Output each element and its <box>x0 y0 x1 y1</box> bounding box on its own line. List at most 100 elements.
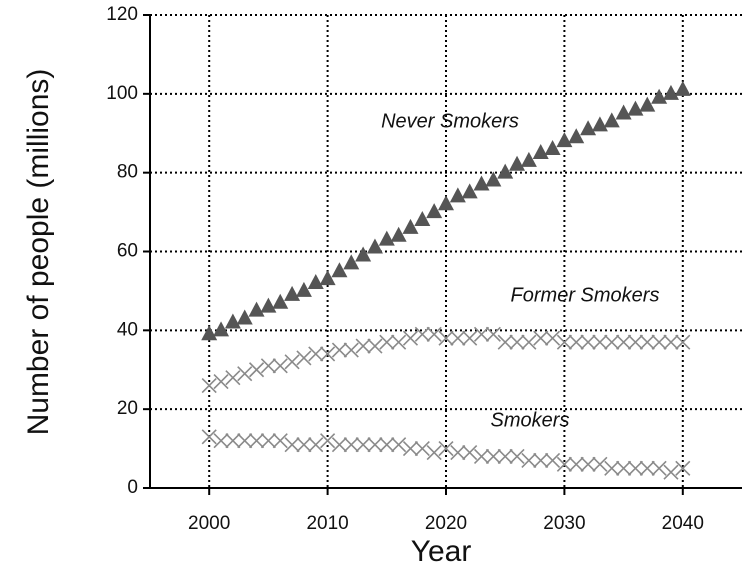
marker <box>675 460 691 476</box>
marker <box>414 326 430 342</box>
marker <box>201 377 217 394</box>
marker <box>320 346 336 362</box>
marker <box>213 374 229 390</box>
marker <box>331 342 348 358</box>
marker <box>473 175 490 191</box>
marker <box>438 330 454 346</box>
marker <box>604 334 620 350</box>
marker <box>533 452 549 468</box>
marker <box>355 338 371 354</box>
marker <box>213 321 230 337</box>
marker <box>521 452 537 468</box>
marker <box>284 354 300 370</box>
marker <box>675 334 691 350</box>
marker <box>378 230 395 246</box>
marker <box>651 88 668 104</box>
marker <box>379 437 395 453</box>
marker <box>461 183 478 199</box>
marker <box>556 334 572 350</box>
marker <box>284 285 301 301</box>
marker <box>568 334 584 350</box>
marker <box>591 116 608 132</box>
marker <box>651 334 667 350</box>
marker <box>450 444 466 461</box>
marker <box>497 334 513 350</box>
marker <box>544 330 561 346</box>
marker <box>213 433 229 449</box>
marker <box>414 441 430 457</box>
marker <box>485 171 502 187</box>
y-tick-label: 60 <box>117 241 138 262</box>
marker <box>449 187 466 203</box>
marker <box>343 254 360 270</box>
series-label: Former Smokers <box>511 284 660 306</box>
marker <box>237 366 253 382</box>
y-tick-label: 20 <box>117 398 138 419</box>
marker <box>604 460 620 476</box>
marker <box>592 456 608 472</box>
marker <box>391 334 407 350</box>
x-tick-label: 2000 <box>188 513 230 534</box>
marker <box>260 297 277 313</box>
marker <box>355 437 371 453</box>
marker <box>450 330 466 346</box>
y-tick-label: 0 <box>127 477 138 498</box>
x-axis-title: Year <box>411 535 472 568</box>
marker <box>426 203 443 219</box>
x-tick-label: 2040 <box>662 513 704 534</box>
marker <box>248 301 265 317</box>
marker <box>663 334 679 350</box>
marker <box>296 437 312 453</box>
marker <box>331 262 348 278</box>
marker <box>580 456 596 472</box>
marker <box>379 334 395 350</box>
marker <box>616 334 632 350</box>
marker <box>544 140 561 156</box>
x-tick-label: 2020 <box>425 513 467 534</box>
marker <box>438 441 454 457</box>
marker <box>520 151 537 167</box>
marker <box>402 441 419 457</box>
marker <box>414 210 431 226</box>
marker <box>295 281 312 297</box>
marker <box>462 330 478 346</box>
marker <box>639 334 655 350</box>
marker <box>260 358 276 374</box>
marker <box>367 437 383 453</box>
marker <box>674 80 691 96</box>
x-tick-label: 2010 <box>306 513 348 534</box>
x-tick-label: 2030 <box>543 513 585 534</box>
marker <box>355 246 372 262</box>
marker <box>438 195 454 211</box>
marker <box>284 437 300 453</box>
y-tick-label: 120 <box>106 4 138 25</box>
marker <box>366 238 383 254</box>
marker <box>473 448 490 465</box>
marker <box>225 433 241 449</box>
marker <box>485 448 501 465</box>
marker <box>568 456 584 472</box>
marker <box>627 100 644 116</box>
marker <box>225 370 241 386</box>
marker <box>343 342 359 358</box>
y-tick-label: 100 <box>106 83 138 104</box>
marker <box>343 437 359 453</box>
marker <box>580 120 597 136</box>
marker <box>556 456 572 472</box>
marker <box>272 358 288 374</box>
marker <box>615 104 632 120</box>
marker <box>237 433 253 449</box>
marker <box>580 334 596 350</box>
marker <box>462 444 478 461</box>
marker <box>319 270 336 286</box>
marker <box>485 326 501 342</box>
y-tick-label: 80 <box>117 162 138 183</box>
marker <box>320 433 336 449</box>
marker <box>391 437 407 453</box>
marker <box>272 293 289 309</box>
marker <box>509 448 525 465</box>
marker <box>497 163 514 179</box>
marker <box>521 334 537 350</box>
marker <box>426 444 442 461</box>
marker <box>201 429 217 445</box>
